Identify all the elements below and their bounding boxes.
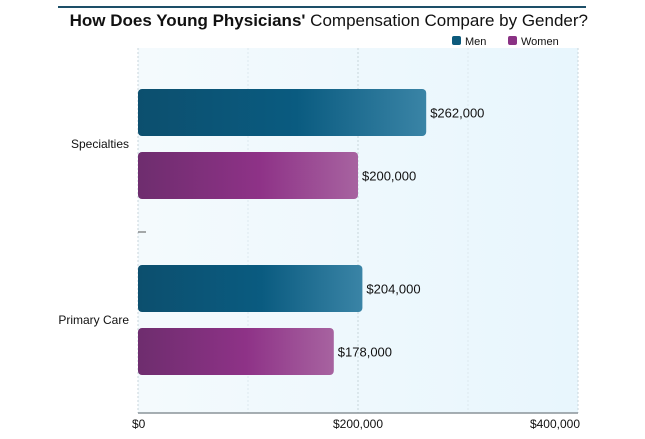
x-tick-label: $0 <box>132 417 146 431</box>
bar-men <box>138 89 427 136</box>
data-label: $262,000 <box>430 106 484 121</box>
bar-women <box>138 152 358 199</box>
chart-title-rest: Compensation Compare by Gender? <box>305 11 588 30</box>
chart-title: How Does Young Physicians' Compensation … <box>58 11 588 31</box>
legend-swatch-women <box>508 36 517 45</box>
title-rule <box>58 6 586 8</box>
category-label: Primary Care <box>58 313 129 327</box>
data-label: $200,000 <box>362 169 416 184</box>
bar-women <box>138 328 334 375</box>
legend-label-men: Men <box>465 36 486 48</box>
chart-title-bold: How Does Young Physicians' <box>69 11 306 30</box>
legend-label-women: Women <box>521 36 559 48</box>
data-label: $204,000 <box>366 282 420 297</box>
category-label: Specialties <box>71 137 129 151</box>
legend-swatch-men <box>452 36 461 45</box>
bar-men <box>138 265 363 312</box>
x-tick-label: $400,000 <box>530 417 580 431</box>
data-label: $178,000 <box>338 345 392 360</box>
x-tick-label: $200,000 <box>333 417 383 431</box>
